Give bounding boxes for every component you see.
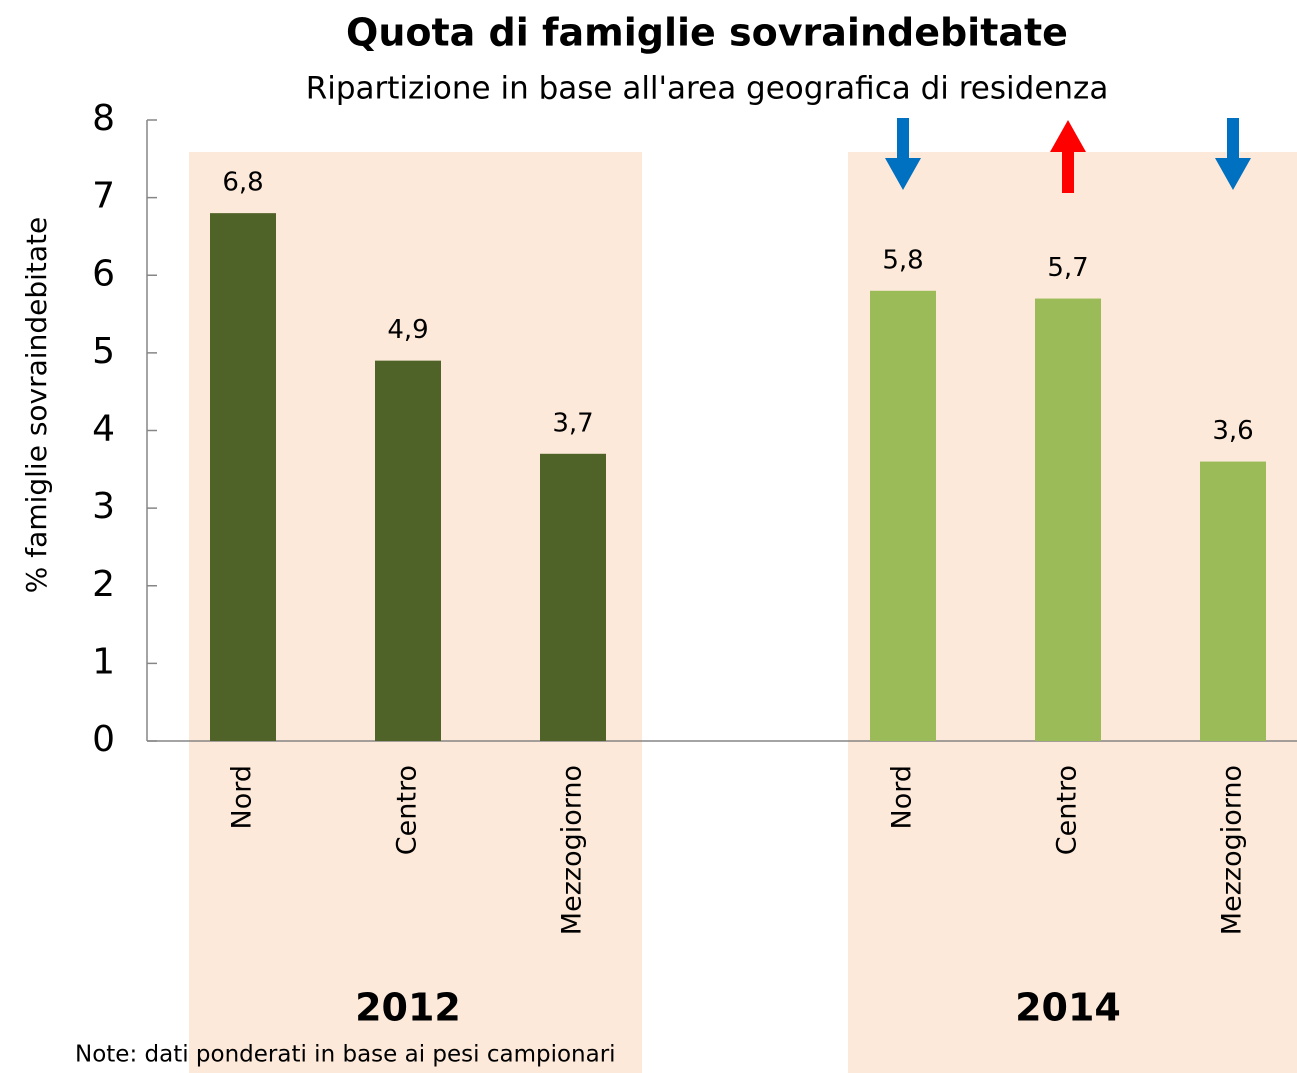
y-tick-label: 6 [92, 253, 115, 294]
bar [375, 360, 441, 741]
y-tick-label: 3 [92, 486, 115, 527]
y-tick-label: 2 [92, 564, 115, 605]
value-label: 4,9 [387, 315, 428, 345]
arrow-down [885, 118, 921, 190]
y-tick-label: 8 [92, 98, 115, 139]
value-label: 5,8 [882, 245, 923, 275]
bar [540, 453, 606, 741]
arrow-down [1215, 118, 1251, 190]
value-label: 5,7 [1047, 253, 1088, 283]
group-label: 2014 [1015, 986, 1121, 1030]
y-axis-label: % famiglie sovraindebitate [20, 217, 53, 593]
x-tick-label: Centro [1052, 765, 1083, 855]
value-label: 3,6 [1212, 416, 1253, 446]
y-tick-label: 0 [92, 719, 115, 760]
x-tick-label: Nord [887, 765, 918, 829]
x-tick-label: Mezzogiorno [557, 765, 588, 935]
x-tick-label: Nord [227, 765, 258, 829]
arrow-up [1050, 120, 1086, 193]
bar [1200, 461, 1266, 741]
x-tick-label: Mezzogiorno [1217, 765, 1248, 935]
bar [210, 213, 276, 741]
bar [870, 290, 936, 741]
y-tick-label: 7 [92, 176, 115, 217]
value-label: 6,8 [222, 168, 263, 198]
note: Note: dati ponderati in base ai pesi cam… [75, 1042, 616, 1068]
bar [1035, 298, 1101, 741]
y-tick-label: 1 [92, 641, 115, 682]
chart-subtitle: Ripartizione in base all'area geografica… [306, 71, 1109, 107]
x-tick-label: Centro [392, 765, 423, 855]
y-tick-label: 4 [92, 409, 115, 450]
y-tick-label: 5 [92, 331, 115, 372]
value-label: 3,7 [552, 408, 593, 438]
group-label: 2012 [355, 986, 461, 1030]
chart-title: Quota di famiglie sovraindebitate [346, 11, 1068, 55]
